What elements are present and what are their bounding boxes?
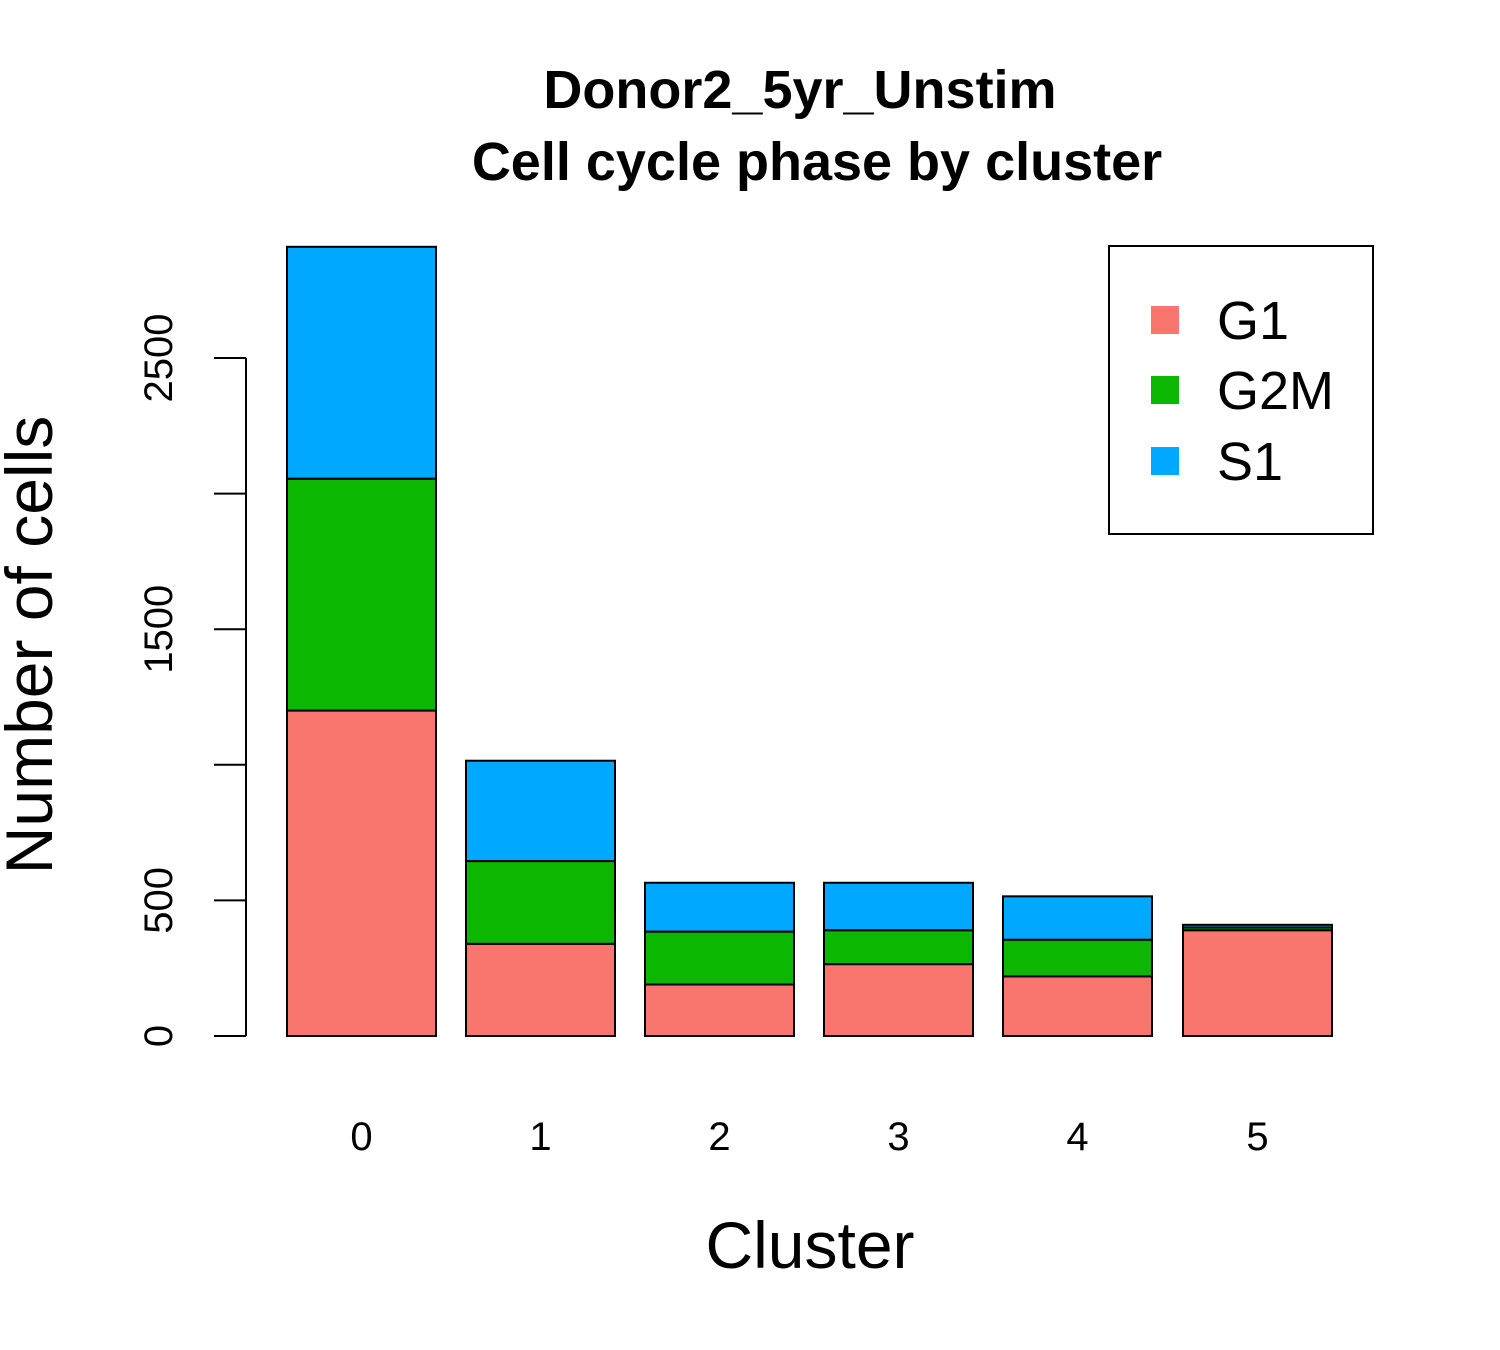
y-axis: 0 500 1500 2500 (137, 314, 247, 1047)
legend-label-g2m: G2M (1217, 361, 1334, 421)
legend: G1 G2M S1 (1108, 245, 1374, 535)
bar-segment-g2m-cluster-2 (644, 930, 795, 986)
bar-segment-s1-cluster-3 (823, 881, 974, 932)
bar-segment-g2m-cluster-0 (286, 477, 437, 712)
x-tick-label: 1 (529, 1115, 551, 1159)
bar-segment-s1-cluster-4 (1002, 895, 1153, 941)
x-tick-label: 0 (350, 1115, 372, 1159)
x-axis-label: Cluster (705, 1208, 914, 1282)
bar-segment-s1-cluster-0 (286, 245, 437, 480)
legend-swatch-g1 (1151, 306, 1179, 334)
chart-subtitle: Cell cycle phase by cluster (472, 132, 1162, 192)
bar-segment-g1-cluster-0 (286, 709, 437, 1037)
bar-segment-g1-cluster-4 (1002, 975, 1153, 1037)
y-tick-label: 0 (137, 1025, 181, 1047)
y-tick-label: 1500 (137, 585, 181, 674)
bar-segment-g1-cluster-2 (644, 983, 795, 1037)
bars-group (286, 245, 1333, 1038)
y-axis-label: Number of cells (0, 416, 66, 875)
bar-segment-g1-cluster-3 (823, 963, 974, 1038)
y-tick-label: 500 (137, 867, 181, 934)
bar-segment-g1-cluster-1 (465, 942, 616, 1037)
bar-segment-s1-cluster-1 (465, 759, 616, 863)
legend-label-s1: S1 (1217, 432, 1283, 492)
x-tick-label: 4 (1066, 1115, 1088, 1159)
y-tick-label: 2500 (137, 314, 181, 403)
bar-segment-g1-cluster-5 (1182, 929, 1333, 1037)
x-tick-label: 2 (708, 1115, 730, 1159)
bar-segment-g2m-cluster-4 (1002, 938, 1153, 978)
bar-segment-g2m-cluster-1 (465, 860, 616, 945)
x-tick-label: 5 (1246, 1115, 1268, 1159)
legend-swatch-s1 (1151, 447, 1179, 475)
x-tick-label: 3 (887, 1115, 909, 1159)
legend-swatch-g2m (1151, 376, 1179, 404)
bar-segment-s1-cluster-2 (644, 881, 795, 933)
bar-segment-s1-cluster-5 (1182, 923, 1333, 929)
x-axis-ticks: 0 1 2 3 4 5 (350, 1115, 1268, 1159)
bar-segment-g2m-cluster-3 (823, 929, 974, 966)
legend-label-g1: G1 (1217, 291, 1289, 351)
legend-box (1108, 245, 1374, 535)
chart-title: Donor2_5yr_Unstim (543, 60, 1056, 120)
